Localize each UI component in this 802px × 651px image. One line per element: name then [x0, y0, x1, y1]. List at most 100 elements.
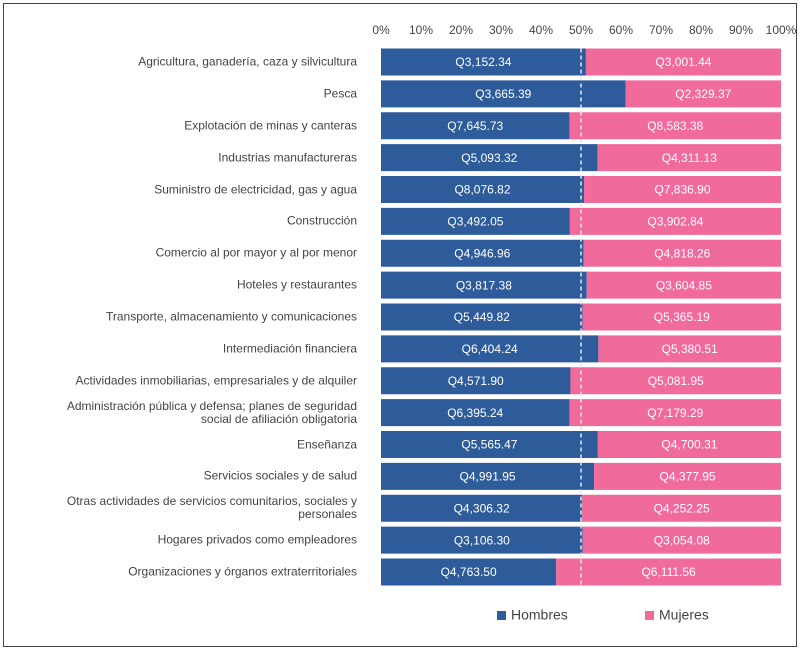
- bar-segment: [381, 367, 571, 395]
- bar-segment: [597, 431, 781, 458]
- value-label: Q4,763.50: [441, 565, 497, 579]
- value-label: Q3,902.84: [647, 215, 703, 229]
- value-label: Q4,818.26: [654, 246, 710, 260]
- bar-segment: [569, 112, 781, 140]
- value-label: Q5,365.19: [654, 310, 710, 324]
- value-label: Q3,106.30: [454, 533, 510, 547]
- value-label: Q5,093.32: [461, 151, 517, 165]
- value-label: Q5,565.47: [461, 438, 517, 452]
- value-label: Q3,604.85: [656, 278, 712, 292]
- bar-segment: [582, 494, 781, 522]
- x-tick-label: 10%: [409, 23, 433, 37]
- x-tick-label: 70%: [649, 23, 673, 37]
- value-label: Q4,946.96: [454, 246, 510, 260]
- x-tick-label: 30%: [489, 23, 513, 37]
- bar-segment: [583, 239, 781, 267]
- category-label: Hoteles y restaurantes: [236, 277, 357, 292]
- bar-segment: [381, 271, 587, 299]
- value-label: Q3,054.08: [654, 533, 710, 547]
- bar-segment: [570, 367, 781, 395]
- value-label: Q4,991.95: [460, 470, 516, 484]
- category-label: Actividades inmobiliarias, empresariales…: [75, 373, 357, 388]
- category-label: Servicios sociales y de salud: [203, 468, 357, 483]
- category-label: Enseñanza: [296, 437, 357, 451]
- bar-segment: [625, 80, 781, 108]
- bar-segment: [569, 207, 781, 235]
- bar-segment: [381, 399, 570, 427]
- value-label: Q4,700.31: [661, 438, 717, 452]
- x-tick-label: 60%: [609, 23, 633, 37]
- bar-segment: [381, 176, 585, 203]
- legend-label: Mujeres: [659, 607, 709, 623]
- bar-segment: [582, 526, 781, 554]
- x-tick-label: 20%: [449, 23, 473, 37]
- value-label: Q7,179.29: [647, 406, 703, 420]
- category-label: Organizaciones y órganos extraterritoria…: [128, 564, 357, 579]
- bar-segment: [598, 335, 781, 363]
- category-label: Transporte, almacenamiento y comunicacio…: [105, 309, 357, 324]
- category-label: Agricultura, ganadería, caza y silvicult…: [138, 54, 357, 69]
- legend-swatch: [645, 611, 654, 620]
- bar-segment: [585, 48, 781, 76]
- value-label: Q8,076.82: [454, 183, 510, 197]
- bar-segment: [381, 48, 586, 76]
- bar-segment: [381, 335, 599, 363]
- value-label: Q4,252.25: [654, 501, 710, 515]
- x-tick-label: 0%: [372, 23, 390, 37]
- legend-label: Hombres: [511, 607, 568, 623]
- bar-segment: [381, 526, 583, 554]
- value-label: Q6,395.24: [447, 406, 503, 420]
- bar-segment: [381, 494, 583, 522]
- value-label: Q2,329.37: [675, 87, 731, 101]
- category-label: Suministro de electricidad, gas y agua: [154, 182, 357, 196]
- value-label: Q7,836.90: [654, 183, 710, 197]
- value-label: Q3,001.44: [655, 55, 711, 69]
- value-label: Q6,404.24: [462, 342, 518, 356]
- value-label: Q4,377.95: [660, 470, 716, 484]
- value-label: Q4,571.90: [448, 374, 504, 388]
- category-label: Otras actividades de servicios comunitar…: [66, 494, 357, 522]
- bar-segment: [381, 207, 570, 235]
- bar-segment: [584, 176, 781, 203]
- chart-frame: [3, 3, 797, 647]
- bar-segment: [381, 112, 570, 140]
- bar-segment: [381, 80, 626, 108]
- bar-segment: [594, 462, 781, 490]
- category-label: Pesca: [323, 86, 357, 101]
- value-label: Q7,645.73: [447, 119, 503, 133]
- bar-segment: [381, 303, 583, 331]
- x-tick-label: 100%: [766, 23, 797, 37]
- value-label: Q4,306.32: [454, 501, 510, 515]
- bar-segment: [381, 431, 598, 458]
- category-label: Comercio al por mayor y al por menor: [155, 245, 357, 260]
- bar-segment: [556, 558, 781, 586]
- bar-segment: [381, 239, 584, 267]
- bar-segment: [381, 144, 598, 172]
- x-tick-label: 80%: [689, 23, 713, 37]
- bar-segment: [597, 144, 781, 172]
- value-label: Q5,380.51: [662, 342, 718, 356]
- bar-segment: [582, 303, 781, 331]
- x-tick-label: 90%: [729, 23, 753, 37]
- value-label: Q3,665.39: [475, 87, 531, 101]
- category-label: Construcción: [286, 213, 357, 228]
- category-label: Intermediación financiera: [222, 341, 357, 356]
- value-label: Q5,081.95: [648, 374, 704, 388]
- legend-swatch: [497, 611, 506, 620]
- category-label: Administración pública y defensa; planes…: [66, 398, 357, 426]
- value-label: Q4,311.13: [662, 151, 717, 165]
- category-label: Explotación de minas y canteras: [184, 118, 357, 133]
- value-label: Q6,111.56: [641, 565, 696, 579]
- value-label: Q3,152.34: [455, 55, 511, 69]
- category-label: Hogares privados como empleadores: [157, 532, 357, 547]
- category-label: Industrias manufactureras: [218, 150, 357, 165]
- bar-segment: [586, 271, 781, 299]
- value-label: Q8,583.38: [647, 119, 703, 133]
- x-tick-label: 50%: [569, 23, 593, 37]
- value-label: Q5,449.82: [454, 310, 510, 324]
- value-label: Q3,492.05: [447, 215, 503, 229]
- bar-segment: [569, 399, 781, 427]
- value-label: Q3,817.38: [456, 278, 512, 292]
